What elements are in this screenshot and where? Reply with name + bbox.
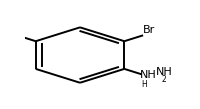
Text: 2: 2: [161, 75, 166, 84]
Text: H: H: [141, 80, 147, 89]
Text: Br: Br: [143, 25, 155, 35]
Text: NH: NH: [140, 70, 157, 80]
Text: NH: NH: [156, 67, 172, 77]
